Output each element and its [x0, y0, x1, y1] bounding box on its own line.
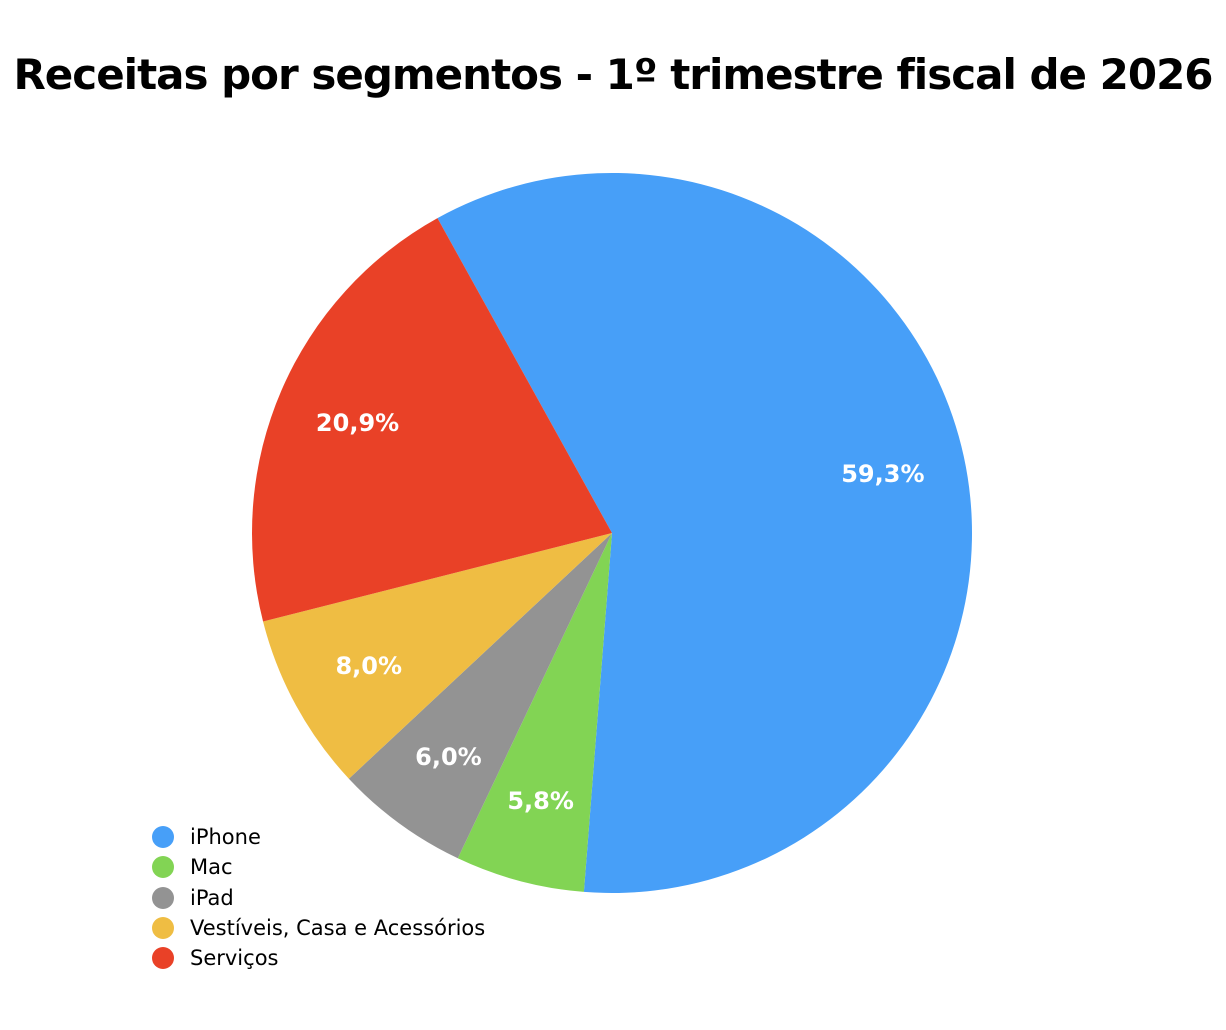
legend-swatch: [152, 916, 174, 939]
legend-item-mac: Mac: [152, 852, 485, 882]
legend-swatch: [152, 886, 174, 909]
legend-swatch: [152, 947, 174, 970]
legend-label: Vestíveis, Casa e Acessórios: [190, 915, 486, 940]
legend-item-iphone: iPhone: [152, 822, 485, 852]
slice-label-mac: 5,8%: [507, 787, 574, 815]
pie-slice-labels: 59,3% 5,8% 6,0% 8,0% 20,9%: [316, 409, 925, 815]
pie-slice-mac: [457, 533, 612, 892]
slice-label-servicos: 20,9%: [316, 409, 399, 437]
pie-slice-servicos: [252, 218, 612, 622]
legend-label: iPhone: [190, 825, 261, 850]
slice-label-ipad: 6,0%: [415, 743, 482, 771]
legend-item-servicos: Serviços: [152, 943, 485, 973]
pie-slice-iphone: [437, 173, 973, 894]
chart-title: Receitas por segmentos - 1º trimestre fi…: [13, 50, 1213, 99]
legend-item-ipad: iPad: [152, 883, 485, 913]
legend-label: iPad: [190, 885, 234, 910]
legend-swatch: [152, 826, 174, 849]
pie-slice-ipad: [348, 533, 612, 859]
slice-label-vestiveis-casa-e-acessorios: 8,0%: [335, 652, 402, 680]
chart-legend: iPhone Mac iPad Vestíveis, Casa e Acessório…: [152, 822, 485, 973]
slice-label-iphone: 59,3%: [841, 460, 924, 488]
pie-slice-vestiveis-casa-e-acessorios: [263, 533, 612, 779]
legend-label: Mac: [190, 855, 233, 880]
pie-slices: [252, 173, 973, 894]
legend-swatch: [152, 856, 174, 879]
legend-item-vestiveis-casa-e-acessorios: Vestíveis, Casa e Acessórios: [152, 913, 485, 943]
legend-label: Serviços: [190, 946, 279, 971]
